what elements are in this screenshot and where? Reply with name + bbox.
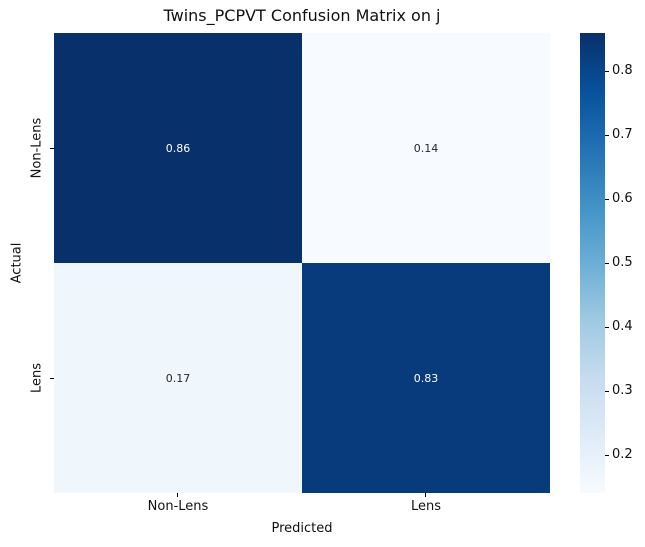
colorbar <box>580 33 605 493</box>
colorbar-tick-label: 0.5 <box>612 255 633 270</box>
colorbar-tick-label: 0.8 <box>612 63 633 78</box>
x-tick-label-lens: Lens <box>410 499 442 514</box>
colorbar-tick-mark <box>605 199 609 200</box>
chart-title: Twins_PCPVT Confusion Matrix on j <box>163 6 441 25</box>
colorbar-tick-mark <box>605 455 609 456</box>
heatmap-grid: 0.86 0.14 0.17 0.83 <box>54 33 550 493</box>
x-tick-mark-nonlens <box>177 493 178 497</box>
heatmap-cell-actual-lens-pred-nonlens: 0.17 <box>54 263 302 493</box>
colorbar-tick-label: 0.6 <box>612 191 633 206</box>
heatmap-cell-actual-nonlens-pred-nonlens: 0.86 <box>54 33 302 263</box>
x-tick-label-nonlens: Non-Lens <box>147 499 209 514</box>
y-tick-mark-lens <box>50 378 54 379</box>
colorbar-tick-mark <box>605 71 609 72</box>
colorbar-tick-mark <box>605 135 609 136</box>
colorbar-tick-label: 0.4 <box>612 319 633 334</box>
colorbar-tick-mark <box>605 327 609 328</box>
colorbar-tick-mark <box>605 263 609 264</box>
colorbar-tick-label: 0.7 <box>612 127 633 142</box>
x-tick-mark-lens <box>425 493 426 497</box>
x-axis-label: Predicted <box>271 521 333 536</box>
colorbar-tick-label: 0.2 <box>612 447 633 462</box>
heatmap-cell-actual-lens-pred-lens: 0.83 <box>302 263 550 493</box>
y-tick-mark-nonlens <box>50 148 54 149</box>
colorbar-tick-label: 0.3 <box>612 383 633 398</box>
heatmap-cell-actual-nonlens-pred-lens: 0.14 <box>302 33 550 263</box>
colorbar-tick-mark <box>605 391 609 392</box>
